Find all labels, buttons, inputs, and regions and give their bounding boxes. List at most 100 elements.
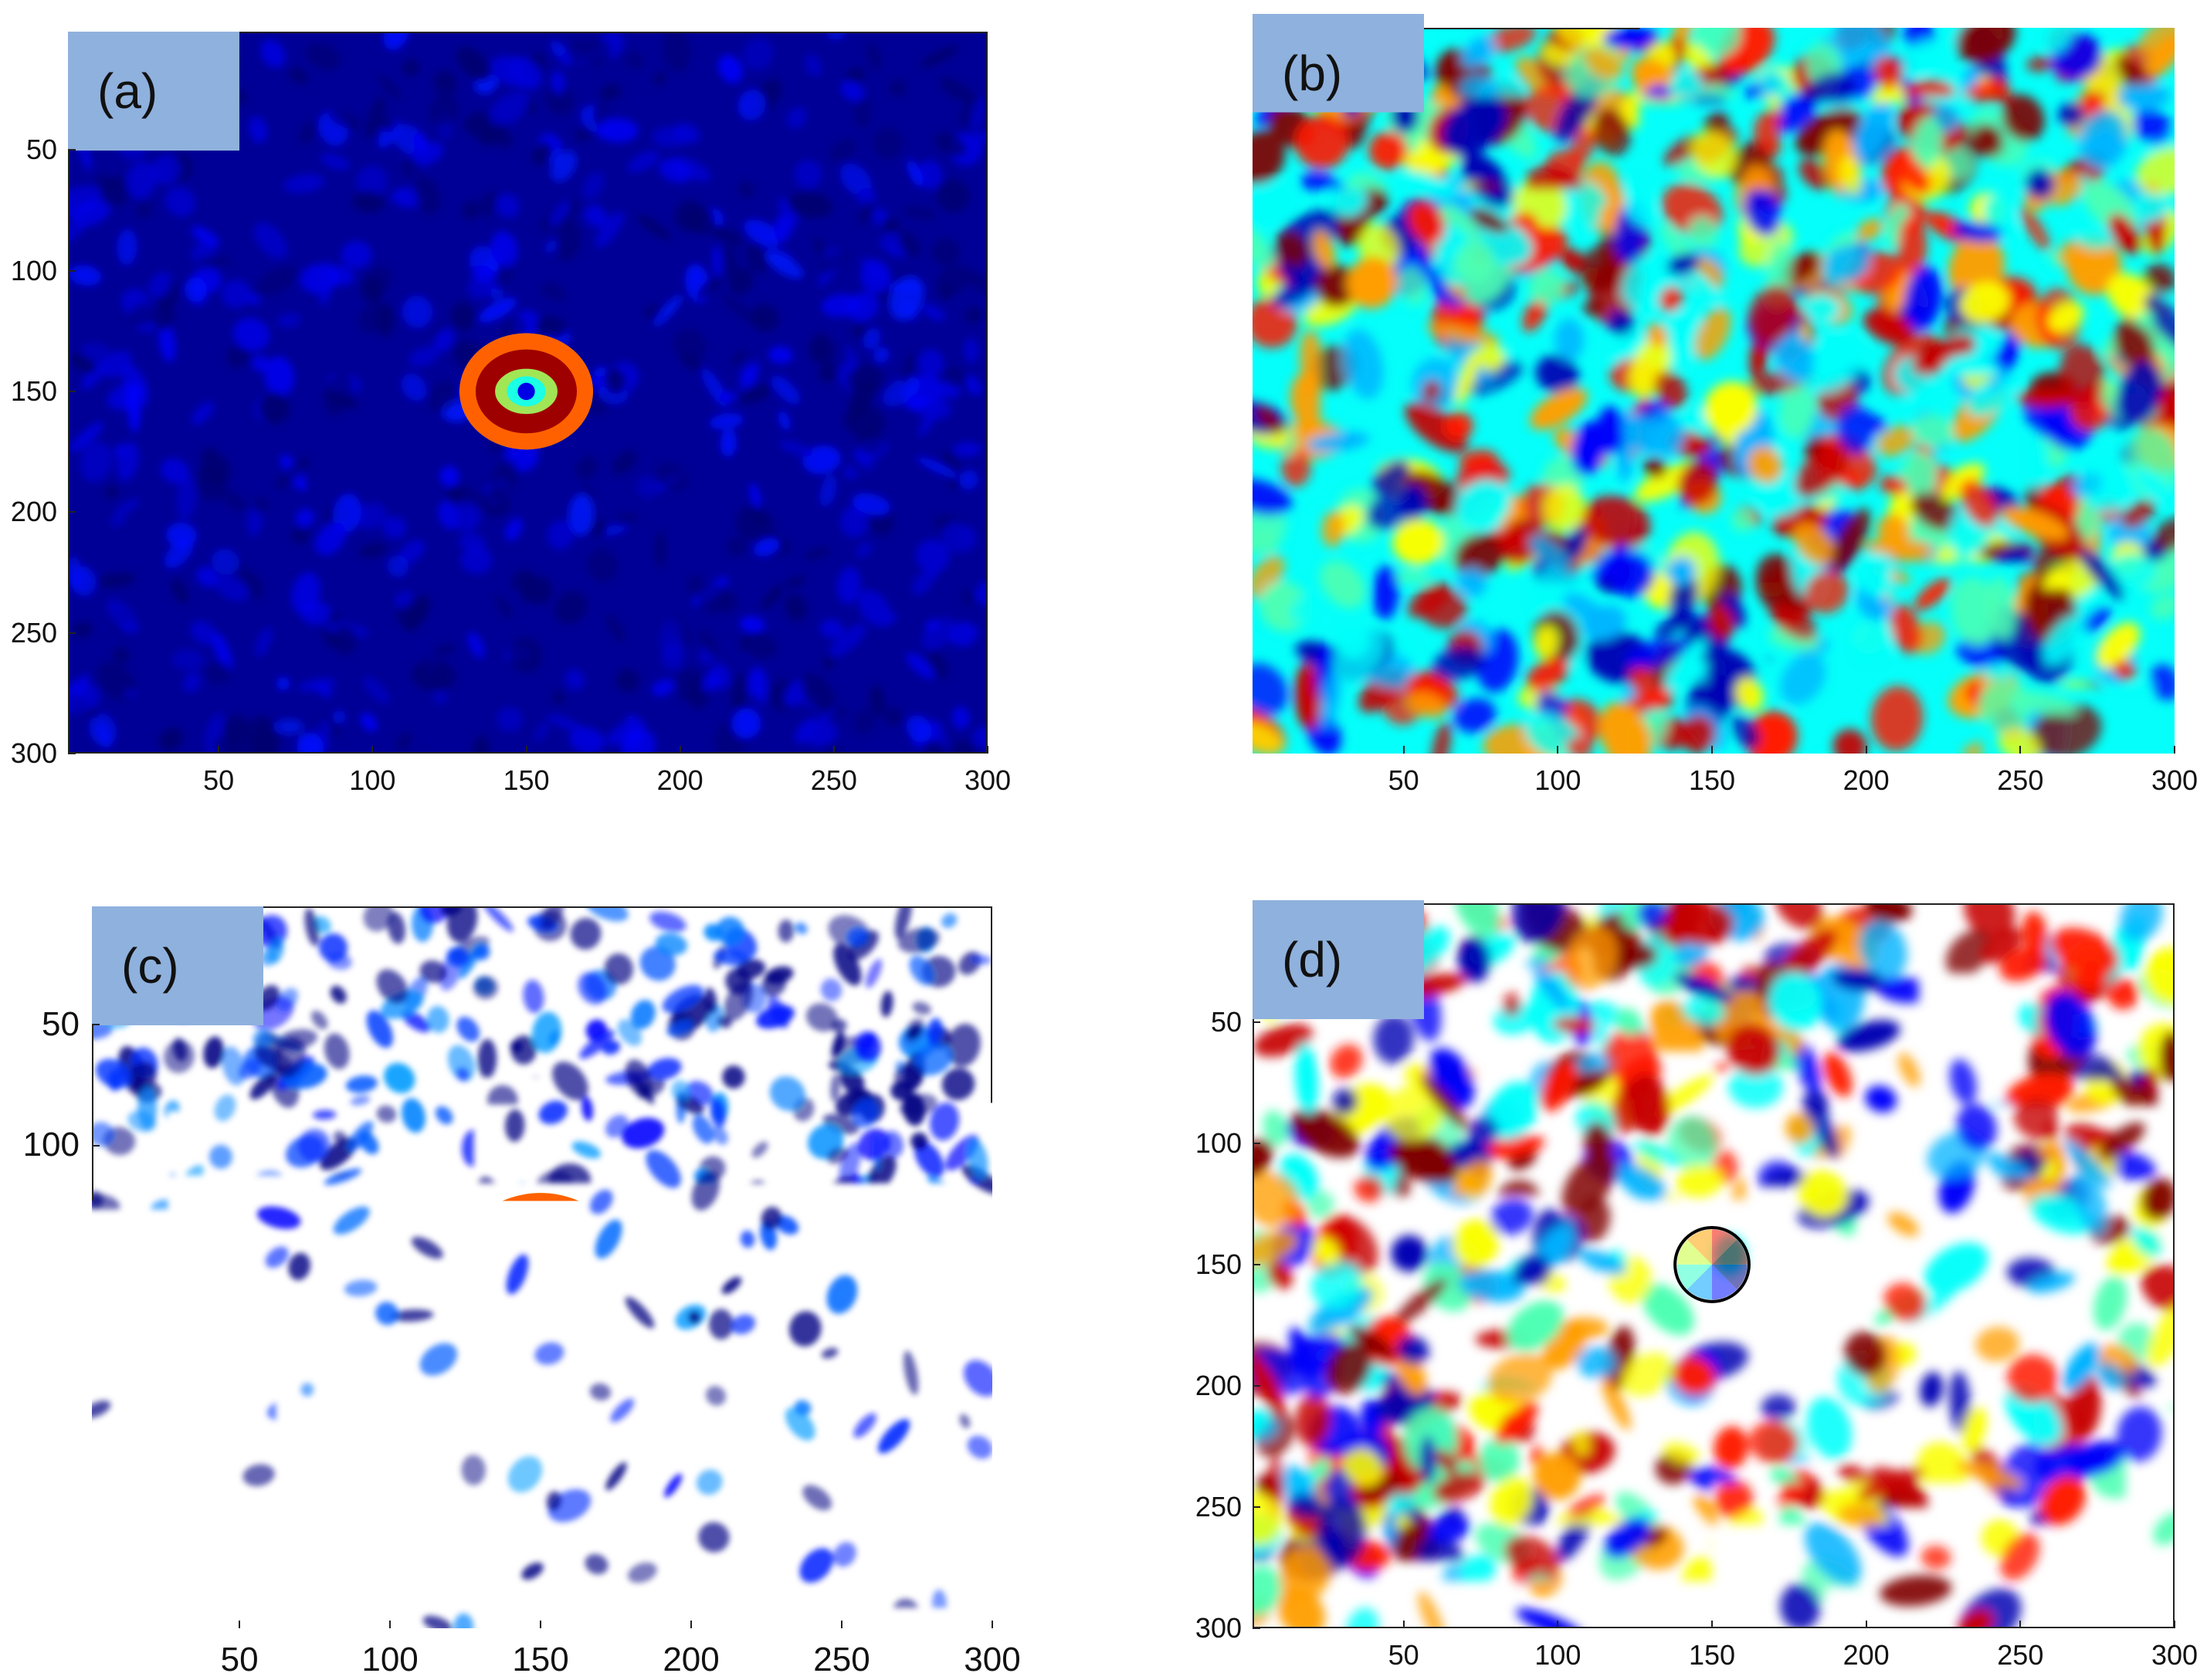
x-tick-mark [526, 746, 527, 754]
x-tick-label: 100 [1511, 1639, 1604, 1672]
bright-ring [459, 334, 593, 450]
x-tick-label: 300 [2128, 764, 2207, 797]
y-tick-label: 150 [1149, 374, 1242, 406]
x-tick-mark [1711, 1621, 1713, 1628]
x-tick-mark [540, 1621, 541, 1628]
x-tick-label: 50 [172, 764, 265, 797]
x-tick-mark [1711, 746, 1713, 754]
y-tick-mark [92, 1024, 100, 1025]
x-tick-mark [2019, 746, 2021, 754]
y-tick-label: 300 [0, 1608, 80, 1647]
x-tick-label: 50 [193, 1641, 286, 1679]
x-tick-mark [1403, 1621, 1405, 1628]
y-tick-mark [68, 270, 76, 272]
panel-label: (a) [68, 32, 239, 151]
x-tick-mark [1557, 1621, 1558, 1628]
y-tick-mark [1253, 1628, 1260, 1629]
x-tick-mark [371, 746, 373, 754]
x-tick-label: 200 [634, 764, 727, 797]
y-tick-label: 100 [1149, 252, 1242, 284]
y-tick-mark [92, 1265, 100, 1267]
y-tick-mark [68, 632, 76, 634]
y-tick-mark [92, 1386, 100, 1387]
panel-label: (c) [92, 906, 263, 1025]
panel-label: (b) [1253, 14, 1424, 133]
y-tick-label: 300 [1149, 1612, 1242, 1644]
y-tick-mark [68, 753, 76, 754]
x-tick-mark [992, 1621, 993, 1628]
x-tick-mark [841, 1621, 842, 1628]
x-tick-mark [1403, 746, 1405, 754]
x-tick-label: 50 [1358, 764, 1450, 797]
y-tick-mark [1253, 267, 1260, 269]
y-tick-label: 50 [0, 1005, 80, 1044]
y-tick-mark [1253, 1385, 1260, 1387]
y-tick-label: 200 [0, 1367, 80, 1406]
x-tick-label: 300 [941, 764, 1034, 797]
x-tick-mark [218, 746, 219, 754]
y-tick-label: 300 [1149, 737, 1242, 770]
y-tick-mark [92, 1145, 100, 1147]
y-tick-mark [68, 391, 76, 392]
y-tick-label: 200 [0, 496, 57, 528]
y-tick-label: 150 [0, 1246, 80, 1285]
y-tick-mark [1253, 1264, 1260, 1265]
y-tick-label: 50 [1149, 130, 1242, 163]
x-tick-label: 200 [645, 1641, 737, 1679]
phase-vortex [1677, 1229, 1748, 1299]
x-tick-mark [680, 746, 681, 754]
y-tick-label: 250 [0, 1488, 80, 1526]
x-tick-mark [1866, 1621, 1867, 1628]
x-tick-mark [690, 1621, 692, 1628]
y-tick-label: 50 [1149, 1006, 1242, 1038]
x-tick-label: 300 [946, 1641, 1039, 1679]
phase-field [1253, 28, 2175, 754]
x-tick-label: 150 [1666, 1639, 1758, 1672]
y-tick-label: 150 [1149, 1248, 1242, 1281]
y-tick-label: 100 [1149, 1127, 1242, 1160]
phase-vortex [1677, 354, 1748, 425]
x-tick-mark [2174, 746, 2175, 754]
y-tick-label: 300 [0, 737, 57, 770]
x-tick-label: 250 [1974, 764, 2066, 797]
x-tick-mark [389, 1621, 391, 1628]
x-tick-label: 100 [326, 764, 419, 797]
x-tick-mark [833, 746, 835, 754]
x-tick-label: 250 [1974, 1639, 2066, 1672]
y-tick-label: 100 [0, 1126, 80, 1164]
y-tick-label: 250 [0, 617, 57, 649]
panel-label: (d) [1253, 900, 1424, 1019]
y-tick-mark [1253, 1021, 1260, 1023]
y-tick-mark [1253, 632, 1260, 633]
y-tick-label: 150 [0, 375, 57, 408]
y-tick-mark [1253, 753, 1260, 754]
x-tick-label: 200 [1820, 1639, 1913, 1672]
x-tick-label: 100 [1511, 764, 1604, 797]
y-tick-label: 50 [0, 134, 57, 166]
x-tick-label: 100 [344, 1641, 436, 1679]
x-tick-mark [239, 1621, 240, 1628]
y-tick-mark [92, 1628, 100, 1629]
x-tick-label: 250 [795, 1641, 888, 1679]
x-tick-label: 250 [788, 764, 880, 797]
x-tick-label: 150 [480, 764, 573, 797]
y-tick-mark [1253, 388, 1260, 390]
y-tick-mark [1253, 1143, 1260, 1144]
y-tick-label: 200 [1149, 495, 1242, 527]
x-tick-label: 150 [1666, 764, 1758, 797]
y-tick-label: 100 [0, 255, 57, 287]
y-tick-label: 250 [1149, 616, 1242, 649]
x-tick-label: 200 [1820, 764, 1913, 797]
heatmap-plot [1253, 28, 2175, 754]
y-tick-label: 200 [1149, 1370, 1242, 1402]
x-tick-mark [987, 746, 988, 754]
x-tick-mark [2174, 1621, 2175, 1628]
y-tick-mark [92, 1507, 100, 1509]
x-tick-mark [1557, 746, 1558, 754]
y-tick-mark [68, 149, 76, 151]
bright-ring [456, 1193, 625, 1340]
y-tick-mark [1253, 146, 1260, 147]
x-tick-label: 50 [1358, 1639, 1450, 1672]
x-tick-mark [2019, 1621, 2021, 1628]
x-tick-label: 300 [2128, 1639, 2207, 1672]
